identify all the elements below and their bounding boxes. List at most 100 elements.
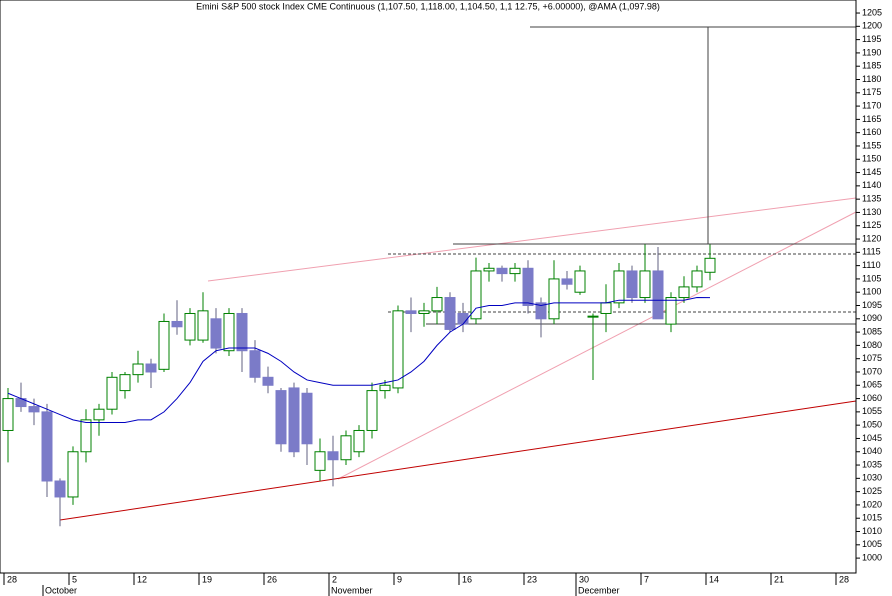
- candle-body: [28, 406, 40, 413]
- x-tick-label: 14: [709, 574, 719, 584]
- candle-body: [2, 398, 14, 431]
- candle-body: [223, 312, 235, 352]
- chart-title: Emini S&P 500 stock Index CME Continuous…: [196, 1, 660, 11]
- y-tick-label: 1200: [862, 21, 882, 31]
- candle-body: [145, 363, 157, 373]
- x-tick-label: 7: [644, 574, 649, 584]
- y-tick-label: 1150: [862, 154, 881, 164]
- y-tick-label: 1115: [862, 247, 881, 257]
- candle-body: [652, 270, 664, 320]
- candle-body: [197, 310, 209, 341]
- candle-body: [496, 267, 508, 275]
- y-tick-label: 1205: [862, 7, 882, 17]
- candle-body: [379, 384, 391, 392]
- y-tick-label: 1135: [862, 194, 881, 204]
- ama-line: [7, 297, 711, 424]
- y-tick-label: 1185: [862, 61, 881, 71]
- candle-body: [249, 350, 261, 378]
- x-tick-label: 16: [462, 574, 472, 584]
- trend-line: [207, 197, 857, 282]
- y-tick-label: 1095: [862, 300, 882, 310]
- y-tick-label: 1060: [862, 393, 882, 403]
- y-tick-label: 1165: [862, 114, 881, 124]
- candle-body: [80, 419, 92, 453]
- candle-body: [288, 387, 300, 453]
- y-tick-label: 1105: [862, 273, 881, 283]
- x-tick-label: 30: [579, 574, 589, 584]
- y-tick-label: 1145: [862, 167, 881, 177]
- candle-body: [418, 310, 430, 314]
- y-tick-label: 1190: [862, 47, 881, 57]
- y-tick-label: 1140: [862, 180, 881, 190]
- month-label: October: [45, 585, 77, 595]
- candle-body: [678, 286, 690, 299]
- y-tick-label: 1110: [862, 260, 881, 270]
- candle-body: [171, 320, 183, 328]
- y-tick-label: 1070: [862, 366, 882, 376]
- y-tick-label: 1020: [862, 499, 882, 509]
- x-tick-label: 28: [7, 574, 17, 584]
- x-tick-label: 9: [397, 574, 402, 584]
- y-tick-label: 1025: [862, 486, 882, 496]
- candle-body: [457, 312, 469, 325]
- x-tick-label: 21: [774, 574, 784, 584]
- y-tick-label: 1040: [862, 446, 882, 456]
- y-tick-label: 1180: [862, 74, 881, 84]
- candle-body: [314, 451, 326, 471]
- candle-body: [119, 374, 131, 392]
- y-tick-label: 1045: [862, 433, 882, 443]
- x-tick-label: 5: [72, 574, 77, 584]
- candle-body: [93, 408, 105, 421]
- candle-body: [132, 363, 144, 376]
- x-tick-label: 2: [332, 574, 337, 584]
- candle-body: [483, 267, 495, 272]
- candle-body: [431, 297, 443, 312]
- candle-body: [561, 278, 573, 285]
- candle-body: [236, 312, 248, 352]
- candle-body: [665, 297, 677, 325]
- candle-body: [470, 270, 482, 320]
- x-tick-label: 12: [137, 574, 147, 584]
- candle-body: [327, 451, 339, 461]
- candle-body: [184, 312, 196, 341]
- candle-body: [275, 390, 287, 445]
- y-tick-label: 1195: [862, 34, 881, 44]
- candle-body: [509, 267, 521, 275]
- candle-body: [405, 310, 417, 314]
- candle-body: [613, 270, 625, 304]
- x-tick-label: 26: [267, 574, 277, 584]
- trend-line: [59, 400, 857, 521]
- y-tick-label: 1055: [862, 406, 882, 416]
- y-tick-label: 1125: [862, 220, 881, 230]
- x-tick-label: 23: [527, 574, 537, 584]
- x-tick-label: 28: [839, 574, 849, 584]
- candle-body: [639, 270, 651, 299]
- month-label: December: [578, 585, 620, 595]
- candle-body: [704, 257, 716, 273]
- candle-body: [54, 480, 66, 498]
- y-tick-label: 1050: [862, 420, 882, 430]
- y-tick-label: 1100: [862, 287, 881, 297]
- candle-body: [67, 451, 79, 498]
- y-tick-label: 1175: [862, 87, 881, 97]
- candle-body: [106, 376, 118, 410]
- month-label: November: [331, 585, 373, 595]
- y-tick-label: 1155: [862, 140, 881, 150]
- y-tick-label: 1170: [862, 100, 881, 110]
- y-tick-label: 1010: [862, 526, 882, 536]
- candle-body: [353, 429, 365, 453]
- y-tick-label: 1015: [862, 513, 882, 523]
- y-tick-label: 1035: [862, 459, 882, 469]
- candle-body: [522, 267, 534, 307]
- y-tick-label: 1090: [862, 313, 882, 323]
- y-tick-label: 1085: [862, 326, 882, 336]
- y-tick-label: 1120: [862, 233, 881, 243]
- candle-body: [691, 270, 703, 288]
- candle-body: [587, 315, 599, 318]
- candle-body: [600, 302, 612, 314]
- candle-body: [548, 278, 560, 320]
- candle-body: [158, 320, 170, 370]
- candle-body: [41, 411, 53, 482]
